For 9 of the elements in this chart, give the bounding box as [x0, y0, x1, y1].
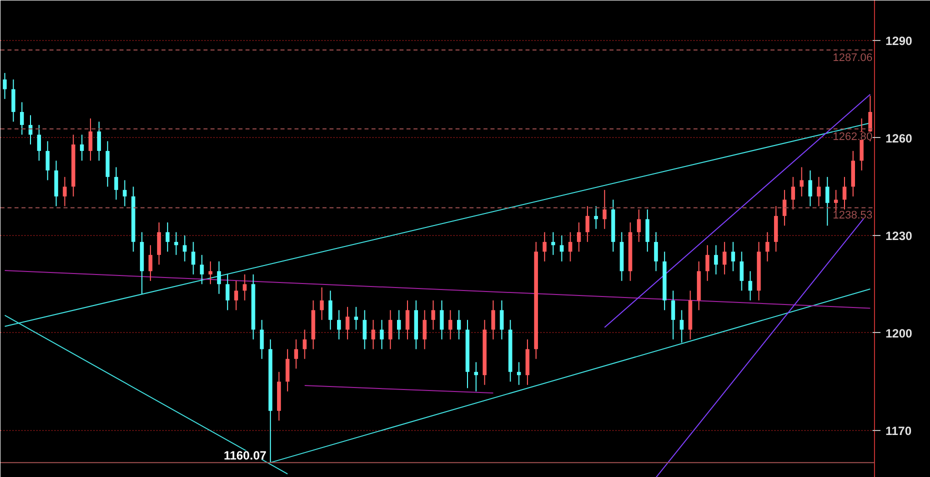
ref-line-label: 1287.06: [832, 52, 873, 64]
y-tick-label: 1290: [886, 34, 913, 48]
y-tick-label: 1200: [886, 326, 913, 340]
y-tick-label: 1260: [886, 131, 913, 146]
ref-line-label: 1262.80: [832, 130, 873, 143]
y-tick-label: 1170: [886, 424, 912, 438]
y-tick-label: 1230: [886, 228, 913, 243]
annotation: 1160.07: [224, 448, 267, 463]
ref-line-label: 1238.53: [832, 210, 873, 222]
